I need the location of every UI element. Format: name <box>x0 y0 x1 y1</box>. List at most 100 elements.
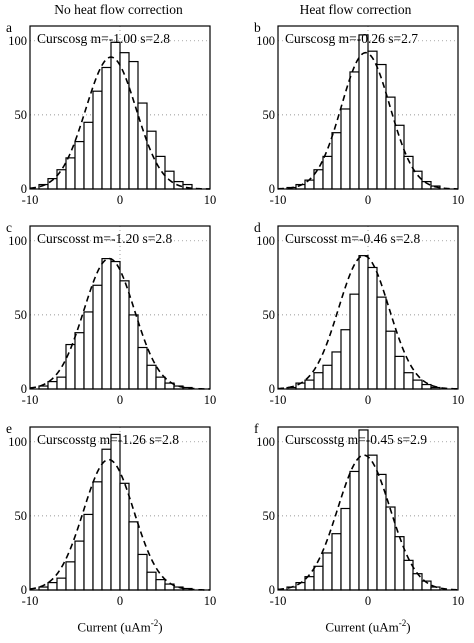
plot-frame <box>29 426 211 591</box>
y-tick-label: 50 <box>263 108 276 122</box>
gaussian-fit-curve <box>277 254 459 390</box>
y-tick-label: 100 <box>8 234 27 248</box>
histogram-bar <box>101 66 112 190</box>
histogram-bar <box>65 561 76 591</box>
x-tick-label: -10 <box>22 393 39 407</box>
panel-letter: c <box>6 220 12 235</box>
gaussian-fit-curve <box>29 56 211 190</box>
histogram-bar <box>110 260 121 390</box>
histogram-bar <box>155 579 166 591</box>
histogram-bar <box>74 540 85 591</box>
gaussian-fit-curve <box>277 454 459 591</box>
y-tick-label: 0 <box>21 182 27 196</box>
histogram-bar <box>340 108 351 190</box>
panel-annotation: Curscosstg m=-1.26 s=2.8 <box>37 432 179 447</box>
histogram-bar <box>322 364 333 390</box>
histogram-bar <box>385 330 396 390</box>
y-tick-label: 50 <box>263 308 276 322</box>
histogram-bar <box>56 577 67 591</box>
panel-annotation: Curscosg m=-0.26 s=2.7 <box>285 31 418 46</box>
x-axis-label-text: Current (uAm <box>77 619 151 635</box>
x-axis-label-exponent: -2 <box>150 618 159 628</box>
histogram-bar <box>83 311 94 390</box>
x-axis-label-close: ) <box>406 619 411 635</box>
histogram-bar <box>349 71 360 190</box>
histogram-bar <box>83 513 94 591</box>
gaussian-fit-curve <box>29 257 211 390</box>
x-tick-label: 10 <box>204 193 217 207</box>
histogram-bar <box>146 130 157 190</box>
x-tick-label: 0 <box>117 193 123 207</box>
y-tick-label: 0 <box>269 583 275 597</box>
histogram-bar <box>367 454 378 591</box>
x-tick-label: 0 <box>365 594 371 608</box>
histogram-bar <box>394 536 405 591</box>
histogram-bar <box>322 552 333 591</box>
gaussian-fit-curve <box>29 458 211 591</box>
histogram-bar <box>358 429 369 591</box>
histogram-bar <box>155 376 166 390</box>
histogram-bar <box>83 121 94 190</box>
column-title-right: Heat flow correction <box>299 2 412 17</box>
histogram-bar <box>331 132 342 190</box>
x-tick-label: 0 <box>365 193 371 207</box>
histogram-bar <box>358 34 369 190</box>
histogram-bar <box>331 533 342 591</box>
histogram-bar <box>101 258 112 390</box>
histogram-bar <box>349 293 360 390</box>
x-tick-label: -10 <box>22 193 39 207</box>
histogram-bar <box>412 379 423 390</box>
x-tick-label: 0 <box>365 393 371 407</box>
x-tick-label: 10 <box>204 393 217 407</box>
x-tick-label: 0 <box>117 393 123 407</box>
y-tick-label: 0 <box>269 382 275 396</box>
histogram-bar <box>119 280 130 390</box>
panel-letter: d <box>254 220 261 235</box>
histogram-bar <box>394 355 405 390</box>
histogram-bar <box>128 60 139 190</box>
panel-letter: f <box>254 421 259 436</box>
plot-frame <box>277 225 459 390</box>
histogram-bar <box>146 364 157 390</box>
histogram-bar <box>385 96 396 190</box>
x-axis-label-right: Current (uAm-2) <box>278 618 458 635</box>
histogram-bar <box>146 571 157 591</box>
y-tick-label: 50 <box>15 108 28 122</box>
y-tick-label: 0 <box>21 583 27 597</box>
histogram-bar <box>367 266 378 390</box>
histogram-bar <box>155 155 166 190</box>
x-tick-label: -10 <box>270 594 287 608</box>
histogram-bar <box>92 481 103 591</box>
panel-annotation: Curscosg m=-1.00 s=2.8 <box>37 31 170 46</box>
x-tick-label: 10 <box>452 393 465 407</box>
histogram-bar <box>128 314 139 390</box>
y-tick-label: 100 <box>8 34 27 48</box>
x-tick-label: 10 <box>204 594 217 608</box>
y-tick-label: 0 <box>269 182 275 196</box>
plot-frame <box>277 25 459 190</box>
histogram-bar <box>74 140 85 190</box>
histogram-bar <box>47 380 58 390</box>
histogram-bar <box>421 383 432 390</box>
plot-frame <box>29 225 211 390</box>
histogram-bar <box>322 155 333 190</box>
histogram-bar <box>403 372 414 390</box>
histogram-bar <box>376 296 387 390</box>
histogram-bar <box>358 255 369 390</box>
y-tick-label: 100 <box>8 435 27 449</box>
histogram-bar <box>340 329 351 390</box>
histogram-bar <box>65 343 76 390</box>
x-axis-label-exponent: -2 <box>398 618 407 628</box>
x-axis-label-text: Current (uAm <box>325 619 399 635</box>
y-tick-label: 50 <box>263 509 276 523</box>
histogram-bar <box>92 90 103 190</box>
y-tick-label: 100 <box>256 34 275 48</box>
x-axis-label-close: ) <box>158 619 163 635</box>
x-tick-label: -10 <box>270 393 287 407</box>
x-tick-label: 0 <box>117 594 123 608</box>
